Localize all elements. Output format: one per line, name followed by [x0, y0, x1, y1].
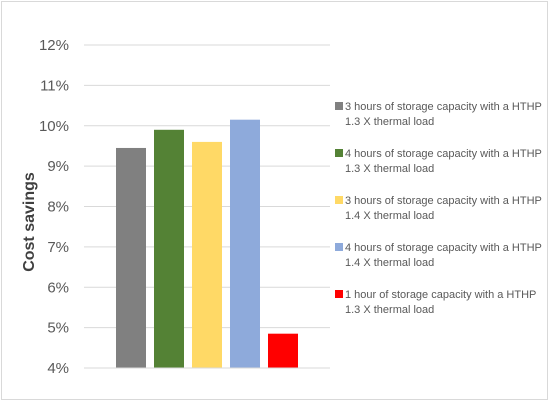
- y-tick-label: 6%: [47, 279, 69, 296]
- legend-swatch: [335, 149, 343, 157]
- legend-label: 3 hours of storage capacity with a HTHP: [345, 195, 542, 207]
- y-axis-label: Cost savings: [21, 172, 38, 272]
- legend-label: 1 hour of storage capacity with a HTHP: [345, 289, 536, 301]
- legend-label-line2: 1.3 X thermal load: [345, 163, 434, 175]
- y-tick-label: 5%: [47, 320, 69, 337]
- legend-swatch: [335, 290, 343, 298]
- y-tick-label: 9%: [47, 158, 69, 175]
- legend-label: 4 hours of storage capacity with a HTHP: [345, 242, 542, 254]
- legend-label-line2: 1.4 X thermal load: [345, 210, 434, 222]
- bar: [192, 141, 222, 368]
- legend-swatch: [335, 243, 343, 251]
- y-tick-label: 7%: [47, 239, 69, 256]
- legend: 3 hours of storage capacity with a HTHP 1…: [335, 101, 542, 316]
- legend-swatch: [335, 196, 343, 204]
- legend-label: 3 hours of storage capacity with a HTHP: [345, 101, 542, 113]
- legend-label-line2: 1.3 X thermal load: [345, 116, 434, 128]
- y-tick-label: 4%: [47, 360, 69, 377]
- bar: [116, 147, 146, 368]
- y-tick-label: 8%: [47, 199, 69, 216]
- legend-swatch: [335, 102, 343, 110]
- legend-label-line2: 1.3 X thermal load: [345, 304, 434, 316]
- legend-label-line2: 1.4 X thermal load: [345, 257, 434, 269]
- y-axis-ticks: 4% 5% 6% 7% 8% 9% 10% 11% 12%: [39, 37, 69, 377]
- bar: [268, 333, 298, 368]
- legend-label: 4 hours of storage capacity with a HTHP: [345, 148, 542, 160]
- bar: [230, 119, 260, 368]
- bar: [154, 129, 184, 368]
- y-tick-label: 12%: [39, 37, 69, 54]
- y-tick-label: 11%: [40, 77, 69, 94]
- bars: [116, 119, 298, 368]
- y-tick-label: 10%: [39, 118, 69, 135]
